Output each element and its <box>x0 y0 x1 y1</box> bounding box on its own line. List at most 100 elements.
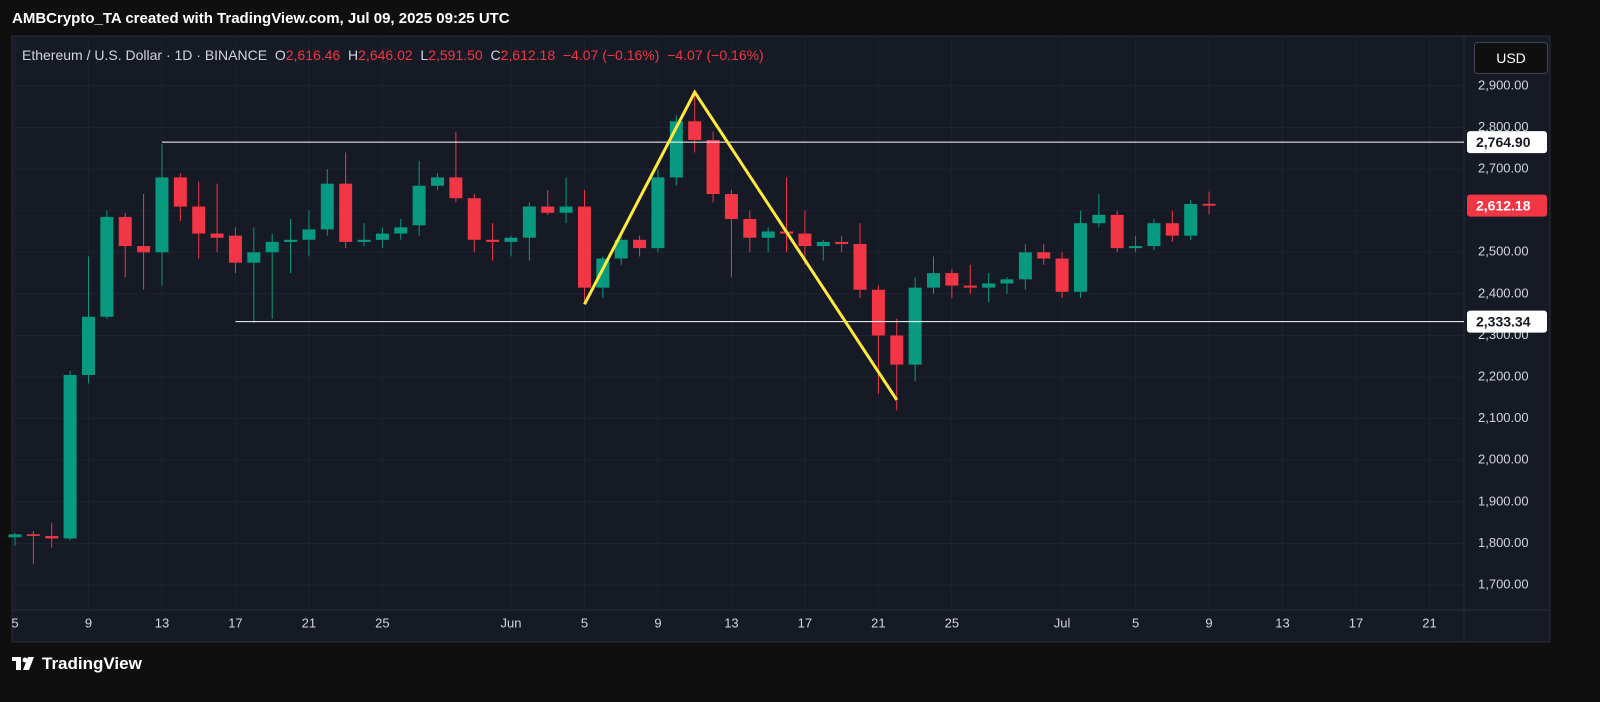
candle-body <box>1073 223 1087 292</box>
level-label-bg <box>1467 131 1547 154</box>
candle-body <box>1184 204 1198 236</box>
y-tick-label: 1,900.00 <box>1478 493 1529 508</box>
candle-body <box>81 316 95 375</box>
legend-change: −4.07 (−0.16%) <box>562 47 660 63</box>
x-tick-label: 13 <box>1275 615 1289 630</box>
candle-body <box>118 216 132 247</box>
legend-value: 2,591.50 <box>428 47 483 63</box>
chart-panel <box>11 35 1551 643</box>
candle-body <box>724 194 738 220</box>
candle-body <box>431 177 445 186</box>
last-price-label: 2,612.18 <box>1476 197 1531 213</box>
x-tick-label: 25 <box>375 615 389 630</box>
candle-body <box>486 239 500 242</box>
candle-body <box>1165 223 1179 236</box>
y-tick-label: 2,400.00 <box>1478 285 1529 300</box>
y-tick-label: 2,100.00 <box>1478 410 1529 425</box>
candle-body <box>982 283 996 288</box>
candle-body <box>394 227 408 234</box>
candle-body <box>871 289 885 336</box>
candle-body <box>63 374 77 539</box>
candle-body <box>247 252 261 263</box>
candle-body <box>45 535 59 539</box>
y-tick-label: 2,200.00 <box>1478 369 1529 384</box>
candle-body <box>1202 203 1216 206</box>
candle-body <box>1018 252 1032 280</box>
logo-icon <box>12 657 34 670</box>
x-tick-label: 21 <box>1422 615 1436 630</box>
candle-body <box>1037 252 1051 259</box>
x-tick-label: 9 <box>85 615 92 630</box>
candle-body <box>467 198 481 240</box>
candle-body <box>522 206 536 238</box>
candle-body <box>798 233 812 247</box>
candle-body <box>339 183 353 242</box>
y-tick-label: 2,500.00 <box>1478 244 1529 259</box>
x-tick-label: 17 <box>228 615 242 630</box>
legend-key: L <box>420 47 429 63</box>
y-tick-label: 1,700.00 <box>1478 576 1529 591</box>
candle-body <box>8 534 22 538</box>
legend-key: C <box>490 47 501 63</box>
logo: TradingView <box>12 654 142 674</box>
candle-body <box>504 237 518 242</box>
x-tick-label: Jun <box>501 615 522 630</box>
candle-body <box>1000 279 1014 284</box>
logo-text: TradingView <box>42 654 142 673</box>
candle-body <box>26 534 40 536</box>
x-tick-label: 5 <box>581 615 588 630</box>
candle-body <box>375 233 389 240</box>
candle-body <box>816 241 830 247</box>
legend-change: −4.07 (−0.16%) <box>667 47 764 63</box>
candle-body <box>265 241 279 253</box>
pattern-line <box>583 89 899 401</box>
candle-body <box>853 243 867 290</box>
legend-value: 2,616.46 <box>285 47 341 63</box>
x-tick-label: 13 <box>155 615 169 630</box>
y-tick-label: 2,900.00 <box>1478 77 1529 92</box>
candle-body <box>541 206 555 213</box>
candle-body <box>1110 214 1124 249</box>
x-tick-label: Jul <box>1054 615 1071 630</box>
candle-body <box>320 183 334 230</box>
candle-body <box>173 177 187 207</box>
x-tick-label: 25 <box>945 615 959 630</box>
candle-body <box>357 239 371 242</box>
candle-body <box>743 219 757 238</box>
candle-body <box>963 285 977 288</box>
candle-body <box>228 235 242 263</box>
x-tick-label: 21 <box>871 615 885 630</box>
x-tick-label: 9 <box>654 615 661 630</box>
level-label-bg <box>1467 310 1547 333</box>
candle-body <box>137 246 151 253</box>
x-tick-label: 17 <box>798 615 812 630</box>
candle-body <box>284 239 298 242</box>
candle-body <box>210 233 224 238</box>
y-tick-label: 1,800.00 <box>1478 535 1529 550</box>
x-tick-label: 21 <box>302 615 316 630</box>
candle-body <box>1055 258 1069 292</box>
x-tick-label: 5 <box>11 615 18 630</box>
legend: Ethereum / U.S. Dollar · 1D · BINANCE O2… <box>22 47 772 63</box>
candle-body <box>100 216 114 317</box>
candle-body <box>559 206 573 213</box>
candle-body <box>302 229 316 240</box>
legend-key: O <box>274 47 286 63</box>
candle-body <box>412 185 426 226</box>
currency-button[interactable]: USD <box>1474 42 1548 74</box>
candle-body <box>908 287 922 365</box>
level-label: 2,333.34 <box>1476 313 1531 329</box>
candle-body <box>835 241 849 244</box>
candle-body <box>651 177 665 249</box>
y-tick-label: 2,800.00 <box>1478 119 1529 134</box>
candle-body <box>945 273 959 286</box>
legend-value: 2,612.18 <box>500 47 556 63</box>
candle-body <box>1147 223 1161 247</box>
candle-body <box>688 121 702 140</box>
candle-body <box>706 139 720 195</box>
x-tick-label: 9 <box>1205 615 1212 630</box>
last-price-bg <box>1467 194 1547 217</box>
x-tick-label: 13 <box>724 615 738 630</box>
